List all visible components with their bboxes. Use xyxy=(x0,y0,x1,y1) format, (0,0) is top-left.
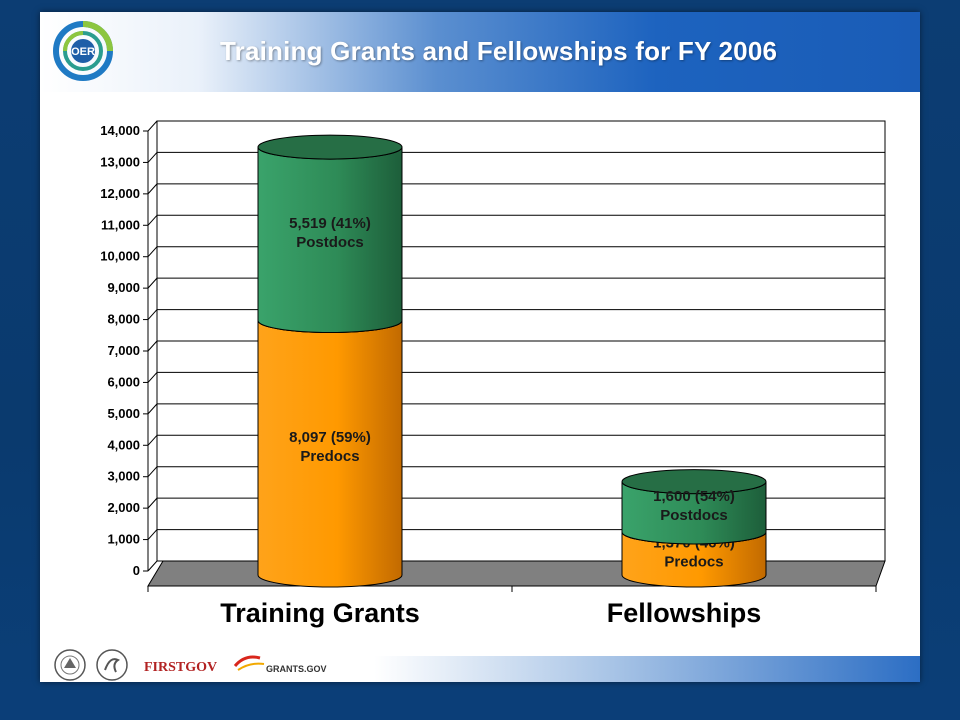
y-tick-label: 2,000 xyxy=(107,500,140,515)
y-tick-label: 10,000 xyxy=(100,249,140,264)
gridline-depth xyxy=(147,434,158,446)
nih-seal-icon xyxy=(54,649,86,681)
y-tick-label: 8,000 xyxy=(107,312,140,327)
gridline-depth xyxy=(147,120,158,132)
bottom-band xyxy=(0,690,960,720)
y-tick-label: 4,000 xyxy=(107,437,140,452)
gridline-depth xyxy=(147,277,158,289)
y-tick-label: 11,000 xyxy=(101,217,140,232)
gridline-depth xyxy=(147,529,158,540)
data-label: 8,097 (59%) xyxy=(289,429,371,446)
y-tick-label: 13,000 xyxy=(100,154,140,169)
x-category-label: Fellowships xyxy=(607,598,762,628)
gridline-depth xyxy=(147,340,158,352)
data-label: 5,519 (41%) xyxy=(289,215,371,232)
page-title: Training Grants and Fellowships for FY 2… xyxy=(220,36,778,66)
y-tick-label: 5,000 xyxy=(107,406,140,421)
oer-logo-text: OER xyxy=(71,46,95,58)
y-tick-label: 9,000 xyxy=(107,280,140,295)
x-category-label: Training Grants xyxy=(220,598,420,628)
y-tick-label: 7,000 xyxy=(107,343,140,358)
data-label-series: Predocs xyxy=(664,553,723,570)
y-tick-label: 6,000 xyxy=(107,374,140,389)
y-tick-label: 1,000 xyxy=(107,532,140,547)
y-tick-label: 3,000 xyxy=(107,469,140,484)
gridline-depth xyxy=(147,246,158,258)
slide: OER Training Grants and Fellowships for … xyxy=(40,12,920,682)
footer-logos: FIRSTGOV GRANTS.GOV xyxy=(54,649,327,681)
footer-bar: FIRSTGOV GRANTS.GOV xyxy=(40,649,920,682)
data-label-series: Postdocs xyxy=(296,234,364,251)
hhs-seal-icon xyxy=(96,649,128,681)
gridline-depth xyxy=(147,497,158,509)
stacked-cylinder-chart: 0 1,000 2,000 3,000 4,000 5,000 6,000 7,000 8,00… xyxy=(100,120,886,628)
gridline-depth xyxy=(147,214,158,226)
oer-logo-icon: OER xyxy=(53,21,113,81)
data-label: 1,600 (54%) xyxy=(653,488,735,505)
gridline-depth xyxy=(147,466,158,478)
data-label-series: Postdocs xyxy=(660,507,728,524)
y-tick-label: 12,000 xyxy=(100,186,140,201)
gridline-depth xyxy=(147,309,158,320)
grantsgov-text: GRANTS.GOV xyxy=(266,664,327,674)
firstgov-logo: FIRSTGOV xyxy=(144,660,217,675)
y-tick-label: 14,000 xyxy=(100,123,140,138)
bar-top-cap-1 xyxy=(621,469,767,495)
bar-top-cap-0 xyxy=(257,134,403,160)
gridline-depth xyxy=(147,183,158,195)
data-label-series: Predocs xyxy=(300,448,359,465)
gridline-depth xyxy=(147,403,158,415)
grantsgov-logo: GRANTS.GOV xyxy=(233,655,327,674)
slide-header: OER Training Grants and Fellowships for … xyxy=(40,12,920,92)
gridline-depth xyxy=(147,560,158,572)
y-tick-label: 0 xyxy=(133,563,140,578)
gridline-depth xyxy=(147,372,158,383)
gridline-depth xyxy=(147,152,158,163)
